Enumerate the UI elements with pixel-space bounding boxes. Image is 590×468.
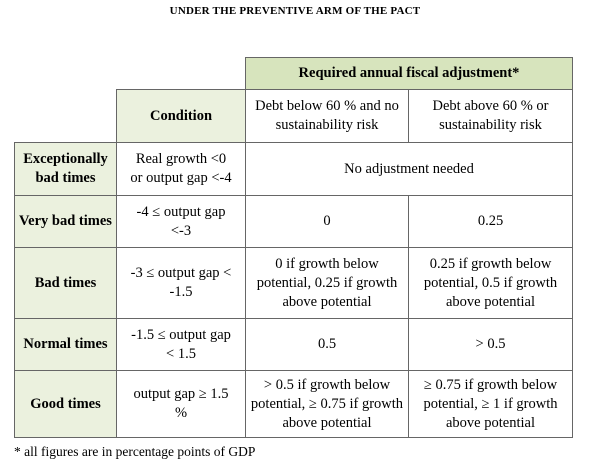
blank-cell	[15, 90, 117, 143]
table-row: Very bad times -4 ≤ output gap <-3 0 0.25	[14, 195, 573, 248]
cell: 0 if growth below potential, 0.25 if gro…	[245, 247, 409, 319]
cell: > 0.5 if growth below potential, ≥ 0.75 …	[245, 370, 409, 438]
cell: -3 ≤ output gap < -1.5	[116, 247, 246, 319]
cell: > 0.5	[408, 318, 573, 371]
cell: No adjustment needed	[245, 142, 573, 196]
row-header: Bad times	[14, 247, 117, 319]
column-header: Debt above 60 % or sustainability risk	[408, 89, 573, 143]
row-header: Very bad times	[14, 195, 117, 248]
row-header: Normal times	[14, 318, 117, 371]
cell: Real growth <0 or output gap <-4	[116, 142, 246, 196]
cell: output gap ≥ 1.5 %	[116, 370, 246, 438]
cell: 0	[245, 195, 409, 248]
cell: 0.5	[245, 318, 409, 371]
group-header: Required annual fiscal adjustment*	[245, 57, 573, 90]
title: UNDER THE PREVENTIVE ARM OF THE PACT	[169, 5, 421, 17]
table: Required annual fiscal adjustment* Condit…	[14, 57, 573, 438]
table-row: Exceptionally bad times Real growth <0 or…	[14, 142, 573, 196]
column-header: Debt below 60 % and no sustainability ri…	[245, 89, 409, 143]
header-row: Condition Debt below 60 % and no sustaina…	[15, 89, 573, 143]
column-header: Condition	[116, 89, 246, 143]
cell: 0.25	[408, 195, 573, 248]
cell: -1.5 ≤ output gap < 1.5	[116, 318, 246, 371]
table-row: Bad times -3 ≤ output gap < -1.5 0 if grow…	[14, 247, 573, 319]
header-row: Required annual fiscal adjustment*	[15, 57, 573, 90]
cell: 0.25 if growth below potential, 0.5 if g…	[408, 247, 573, 319]
table-row: Normal times -1.5 ≤ output gap < 1.5 0.5 > …	[14, 318, 573, 371]
blank-cell	[15, 58, 246, 90]
cell: ≥ 0.75 if growth below potential, ≥ 1 if…	[408, 370, 573, 438]
table-row: Good times output gap ≥ 1.5 % > 0.5 if gro…	[14, 370, 573, 438]
footnote: * all figures are in percentage points o…	[14, 444, 256, 459]
row-header: Exceptionally bad times	[14, 142, 117, 196]
cell: -4 ≤ output gap <-3	[116, 195, 246, 248]
row-header: Good times	[14, 370, 117, 438]
